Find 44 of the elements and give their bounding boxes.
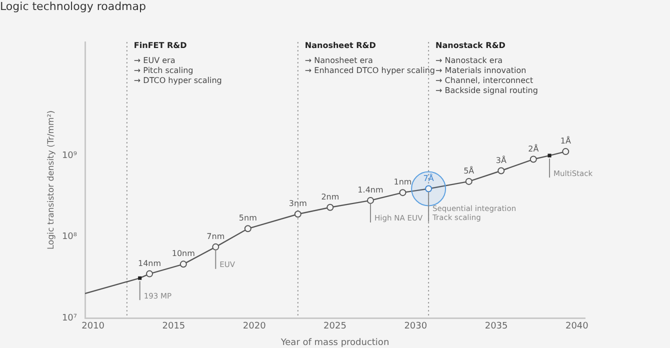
- series-label: 5Å: [464, 166, 475, 176]
- series-label: 5nm: [238, 214, 258, 223]
- series-label: 1Å: [560, 136, 572, 146]
- ref-line-label: FinFET R&D → EUV era → Pitch scaling → DTCO hyper scaling: [134, 41, 222, 86]
- series-label: 2Å: [528, 143, 540, 154]
- x-tick-label: 2040: [565, 322, 589, 332]
- series-label: 7nm: [206, 232, 225, 241]
- point: [294, 210, 302, 218]
- x-axis-title: Year of mass production: [280, 338, 390, 348]
- point: [562, 148, 570, 156]
- y-axis-title: Logic transistor density (Tr/mm²): [46, 110, 56, 250]
- y-tick-label: 10⁹: [62, 150, 78, 161]
- point: [146, 270, 154, 278]
- ref-line-label: Nanostack R&D → Nanostack era → Materials innovation → Channel, interconnect → Backside signal routing: [436, 41, 538, 96]
- point: [366, 196, 374, 204]
- x-tick-label: 2010: [82, 322, 105, 332]
- series-label: 10nm: [172, 249, 196, 258]
- point: [212, 243, 220, 250]
- x-tick-label: 2030: [404, 322, 428, 332]
- point: [399, 189, 406, 196]
- point: [180, 260, 187, 268]
- x-tick-label: 2035: [484, 322, 508, 332]
- point: [530, 156, 537, 163]
- point: [244, 225, 252, 232]
- series-label: 14nm: [138, 258, 162, 268]
- ref-line-label: Nanosheet R&D → Nanosheet era → Enhanced DTCO hyper scaling: [304, 41, 435, 76]
- point: [138, 276, 142, 280]
- series-label: 7Å: [423, 172, 434, 183]
- y-tick-label: 10⁷: [62, 313, 78, 324]
- point: [425, 185, 432, 192]
- series-label: 2nm: [321, 192, 340, 202]
- chart-title: Logic technology roadmap: [0, 0, 146, 14]
- point: [326, 204, 334, 211]
- series-label: 1nm: [394, 178, 412, 187]
- point: [465, 178, 472, 185]
- series-label: 3Å: [496, 154, 507, 165]
- point: [548, 154, 552, 158]
- x-tick-label: 2020: [242, 322, 266, 332]
- x-tick-label: 2015: [162, 322, 186, 332]
- series-label: 1.4nm: [358, 186, 384, 195]
- x-tick-label: 2025: [324, 322, 346, 332]
- series-label: 3nm: [288, 199, 308, 208]
- point: [498, 167, 505, 174]
- y-tick-label: 10⁸: [62, 232, 78, 242]
